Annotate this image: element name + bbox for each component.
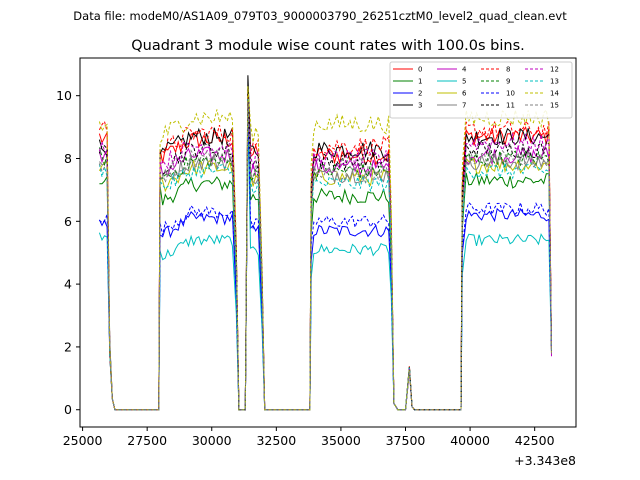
series-line-11 (98, 98, 552, 411)
legend-label-6: 6 (462, 90, 467, 98)
legend-label-5: 5 (462, 78, 466, 86)
y-tick-label: 4 (64, 277, 72, 292)
data-file-label: Data file: modeM0/AS1A09_079T03_90000037… (73, 9, 567, 23)
series-line-2 (98, 117, 552, 411)
x-tick-label: 27500 (127, 433, 167, 448)
y-tick-label: 0 (64, 402, 72, 417)
y-tick-label: 10 (56, 88, 72, 103)
legend-box (389, 61, 573, 119)
legend-label-2: 2 (418, 90, 422, 98)
x-tick-label: 42500 (515, 433, 555, 448)
series-line-10 (99, 108, 552, 411)
y-tick-label: 8 (64, 151, 72, 166)
legend-label-11: 11 (506, 102, 515, 110)
series-line-6 (98, 101, 552, 411)
legend-label-0: 0 (418, 66, 422, 74)
series-line-12 (98, 98, 552, 411)
y-tick-label: 2 (64, 339, 72, 354)
y-tick-label: 6 (64, 214, 72, 229)
legend-label-1: 1 (418, 78, 422, 86)
legend-label-3: 3 (418, 102, 422, 110)
legend-label-8: 8 (506, 66, 510, 74)
x-axis: 25000 27500 30000 32500 35000 37500 40000 42500 (63, 427, 555, 448)
series-line-7 (99, 108, 552, 411)
legend-label-4: 4 (462, 66, 467, 74)
series-line-5 (98, 114, 552, 411)
y-axis: 0 2 4 6 8 10 (56, 88, 80, 417)
legend-label-14: 14 (550, 90, 559, 98)
legend-label-15: 15 (550, 102, 559, 110)
legend-label-13: 13 (550, 78, 559, 86)
series-line-15 (98, 101, 552, 411)
series-line-9 (98, 105, 552, 411)
plot-lines (98, 75, 552, 411)
x-tick-label: 32500 (256, 433, 296, 448)
x-tick-label: 35000 (321, 433, 361, 448)
series-line-13 (98, 98, 552, 411)
x-tick-label: 37500 (386, 433, 426, 448)
legend-label-9: 9 (506, 78, 510, 86)
series-line-14 (98, 86, 552, 411)
series-line-3 (98, 75, 552, 411)
legend-label-12: 12 (550, 66, 559, 74)
x-tick-label: 25000 (63, 433, 103, 448)
x-offset-label: +3.343e8 (514, 453, 576, 468)
chart-title: Quadrant 3 module wise count rates with … (131, 38, 525, 54)
x-tick-label: 40000 (450, 433, 490, 448)
legend-label-7: 7 (462, 102, 466, 110)
series-line-1 (99, 101, 552, 411)
plot-area-frame (79, 57, 577, 428)
x-tick-label: 30000 (192, 433, 232, 448)
legend-label-10: 10 (506, 90, 515, 98)
